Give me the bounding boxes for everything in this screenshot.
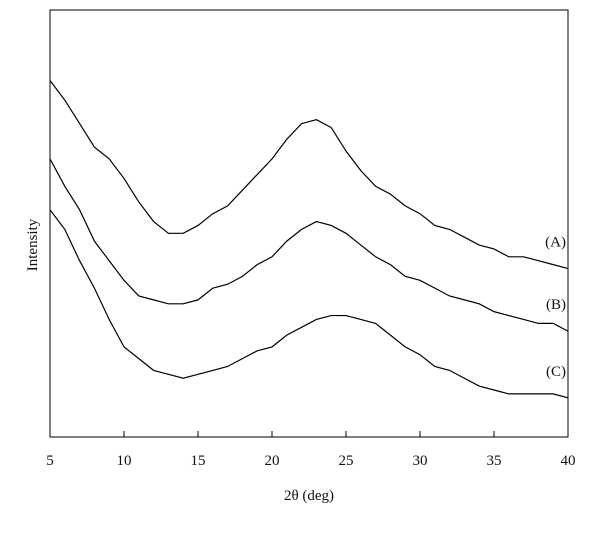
data-line	[49, 158, 569, 332]
series-label: (C)	[546, 364, 566, 380]
data-line	[49, 209, 569, 399]
x-tick-label: 40	[561, 453, 576, 469]
x-tick-label: 35	[487, 453, 502, 469]
x-tick-label: 30	[413, 453, 428, 469]
x-tick-label: 15	[191, 453, 206, 469]
x-tick-label: 20	[265, 453, 280, 469]
plot-frame	[49, 9, 569, 438]
series-label: (B)	[546, 297, 566, 313]
x-tick-label: 10	[117, 453, 132, 469]
y-axis-label: Intensity	[25, 218, 41, 271]
series-label: (A)	[545, 235, 566, 251]
x-tick-label: 25	[339, 453, 354, 469]
data-line	[49, 80, 569, 270]
x-axis-label: 2θ (deg)	[284, 488, 334, 504]
x-tick-label: 5	[46, 453, 54, 469]
